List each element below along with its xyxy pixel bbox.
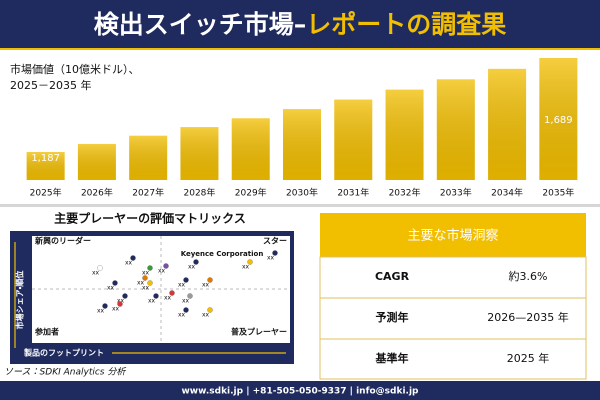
matrix-point — [183, 307, 189, 313]
quadrant-label: 参加者 — [34, 327, 59, 337]
bar-shade — [77, 143, 116, 180]
bar-shade — [283, 109, 321, 180]
matrix-point-label: xx — [202, 282, 210, 289]
table-value: 2025 年 — [507, 351, 550, 365]
bar-shade — [436, 79, 475, 180]
quadrant-label: 普及プレーヤー — [231, 327, 287, 337]
highlight-label: Keyence Corporation — [181, 250, 264, 258]
x-tick-label: 2026年 — [81, 187, 113, 199]
matrix-point-label: xx — [117, 298, 125, 305]
source-note: ソース：SDKI Analytics 分析 — [4, 367, 126, 378]
matrix-point — [142, 275, 148, 281]
matrix-point-label: xx — [202, 312, 210, 319]
x-tick-label: 2031年 — [337, 187, 369, 199]
bar-shade — [129, 135, 168, 180]
x-tick-label: 2030年 — [286, 187, 318, 199]
header-title: 検出スイッチ市場–レポートの調査果 — [94, 10, 507, 39]
bar-shade — [180, 127, 219, 180]
matrix-point-label: xx — [182, 298, 190, 305]
x-tick-label: 2035年 — [542, 187, 574, 199]
matrix-point — [207, 277, 213, 283]
insights-title: 主要な市場洞察 — [407, 229, 498, 244]
bar-shade — [385, 89, 424, 180]
header-bar — [0, 0, 600, 48]
y-axis-label: 市場シェア・順位 — [15, 271, 25, 330]
bar-shade — [231, 118, 270, 180]
matrix-point — [117, 301, 123, 307]
header-title-main: 検出スイッチ市場– — [94, 10, 307, 39]
bar-shade — [488, 68, 527, 180]
matrix-point-label: xx — [125, 260, 133, 267]
footer-text: www.sdki.jp | +81-505-050-9337 | info@sd… — [181, 387, 419, 397]
matrix-point-label: xx — [97, 308, 105, 315]
table-key: 基準年 — [375, 351, 409, 365]
x-tick-label: 2025年 — [30, 187, 62, 199]
matrix-point — [112, 280, 118, 286]
matrix-point-label: xx — [148, 298, 156, 305]
table-key: 予測年 — [376, 310, 409, 324]
x-tick-label: 2032年 — [389, 187, 421, 199]
x-tick-label: 2034年 — [491, 187, 523, 199]
matrix-point-label: xx — [178, 312, 186, 319]
matrix-point — [122, 293, 128, 299]
quadrant-label: スター — [263, 236, 287, 246]
matrix-point — [102, 303, 108, 309]
matrix-point-label: xx — [267, 255, 275, 262]
chart-subtitle: 2025－2035 年 — [10, 78, 92, 92]
insights-header — [320, 213, 586, 257]
matrix-point-label: xx — [107, 285, 115, 292]
matrix-point — [97, 265, 103, 271]
matrix-point-label: xx — [188, 264, 196, 271]
matrix-point — [169, 290, 175, 296]
matrix-point — [207, 307, 213, 313]
data-label: 1,187 — [31, 153, 60, 164]
matrix-point — [163, 263, 169, 269]
table-value: 2026—2035 年 — [487, 310, 569, 324]
bar-shade — [26, 152, 65, 180]
section-divider — [0, 204, 600, 207]
matrix-point — [130, 255, 136, 261]
insights-table — [319, 256, 587, 380]
data-label: 1,689 — [544, 115, 573, 126]
matrix-point — [147, 280, 153, 286]
x-tick-label: 2028年 — [184, 187, 216, 199]
x-tick-label: 2027年 — [132, 187, 164, 199]
x-axis-label: 製品のフットプリント — [23, 348, 104, 358]
bar-shade — [334, 99, 373, 180]
matrix-point-label: xx — [164, 295, 172, 302]
matrix-point-label: xx — [112, 306, 120, 313]
x-tick-label: 2033年 — [440, 187, 472, 199]
table-key: CAGR — [375, 270, 410, 283]
matrix-point-label: xx — [142, 270, 150, 277]
header-title-accent: レポートの調査果 — [306, 10, 506, 39]
matrix-point-label: xx — [158, 268, 166, 275]
quadrant-label: 新興のリーダー — [34, 236, 91, 246]
matrix-point — [272, 250, 278, 256]
matrix-point-label: xx — [242, 264, 250, 271]
matrix-point — [147, 265, 153, 271]
footer-bar — [0, 381, 600, 400]
matrix-point-label: xx — [137, 280, 145, 287]
matrix-point — [247, 259, 253, 265]
matrix-point — [153, 293, 159, 299]
header-rule — [0, 48, 600, 50]
matrix-point — [193, 259, 199, 265]
matrix-point — [187, 293, 193, 299]
matrix-point-label: xx — [92, 270, 100, 277]
matrix-point-label: xx — [142, 285, 150, 292]
table-value: 約3.6% — [509, 269, 548, 283]
x-tick-label: 2029年 — [235, 187, 267, 199]
matrix-point — [183, 277, 189, 283]
matrix-title: 主要プレーヤーの評価マトリックス — [54, 211, 246, 226]
chart-title: 市場価値（10億米ドル）、 — [10, 63, 140, 76]
bar-shade — [539, 58, 578, 180]
matrix-point-label: xx — [178, 282, 186, 289]
